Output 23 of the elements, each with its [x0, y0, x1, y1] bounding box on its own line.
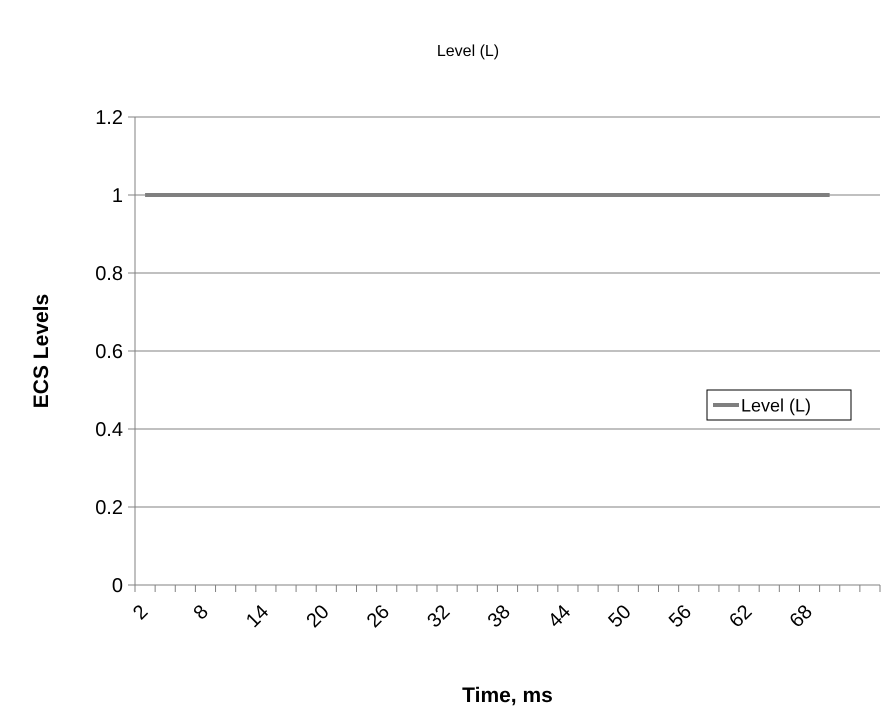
y-tick-label: 0.2	[95, 497, 123, 519]
y-tick-label: 0.8	[95, 263, 123, 285]
y-tick-label: 1.2	[95, 107, 123, 129]
x-tick-label: 38	[484, 600, 515, 632]
x-tick-label: 62	[725, 600, 756, 632]
y-tick-label: 0.4	[95, 419, 123, 441]
x-tick-label: 2	[129, 600, 152, 624]
x-tick-label: 68	[786, 600, 817, 632]
y-tick-label: 1	[112, 185, 123, 207]
x-tick-label: 20	[302, 600, 334, 632]
chart-title: Level (L)	[436, 43, 500, 60]
x-tick-label: 14	[242, 600, 274, 632]
x-tick-label: 50	[604, 600, 636, 632]
x-tick-label: 8	[189, 600, 213, 624]
x-tick-label: 32	[423, 600, 454, 632]
y-tick-label: 0.6	[95, 341, 123, 363]
x-tick-label: 44	[544, 600, 576, 632]
x-tick-label: 26	[362, 600, 394, 632]
x-tick-label: 56	[664, 600, 696, 632]
x-axis-title: Time, ms	[462, 684, 553, 707]
legend-label: Level (L)	[741, 395, 812, 416]
y-tick-label: 0	[112, 575, 123, 597]
y-axis-title: ECS Levels	[30, 294, 53, 408]
